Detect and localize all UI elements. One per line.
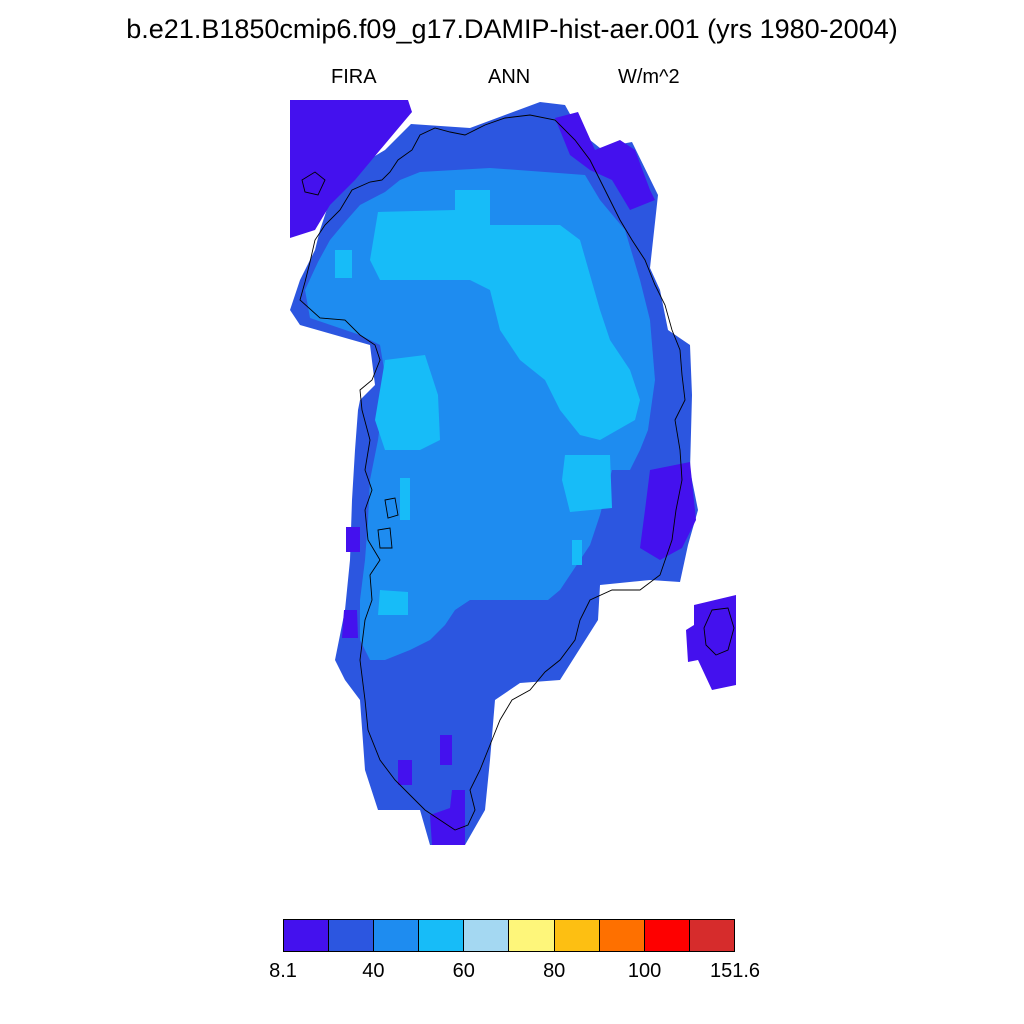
colorbar-box-8 xyxy=(643,919,690,952)
plot-title: b.e21.B1850cmip6.f09_g17.DAMIP-hist-aer.… xyxy=(126,14,898,44)
colorbar-tick-label: 80 xyxy=(543,960,566,982)
colorbar-box-2 xyxy=(373,919,420,952)
map-region-south-fringe xyxy=(430,790,465,845)
map-region-west-cyan xyxy=(375,355,440,450)
colorbar-tick-label: 100 xyxy=(627,960,662,982)
map-region-north-cyan xyxy=(370,190,640,440)
colorbar-tick-label: 151.6 xyxy=(709,960,761,982)
colorbar-box-1 xyxy=(328,919,375,952)
coastline-iceland xyxy=(703,607,735,656)
map-region-iceland-patch xyxy=(686,595,736,690)
map-region-ne-fringe xyxy=(555,112,655,210)
season-label: ANN xyxy=(488,66,531,88)
colorbar-box-9 xyxy=(688,919,735,952)
colorbar-tick-label: 8.1 xyxy=(269,960,297,982)
colorbar-box-7 xyxy=(598,919,645,952)
map-region-east-cyan xyxy=(562,455,612,512)
units-label: W/m^2 xyxy=(618,66,680,88)
colorbar-tick-label: 60 xyxy=(452,960,475,982)
colorbar-box-5 xyxy=(508,919,555,952)
colorbar-box-3 xyxy=(418,919,465,952)
colorbar-box-0 xyxy=(283,919,330,952)
map-region-east-fringe xyxy=(640,462,696,560)
colorbar-box-4 xyxy=(463,919,510,952)
colorbar-tick-label: 40 xyxy=(362,960,385,982)
colorbar-box-6 xyxy=(553,919,600,952)
coastline-islands xyxy=(301,171,399,549)
map-region-sw-fringe xyxy=(342,527,452,785)
map-region-nw-tip xyxy=(290,100,412,238)
coastline xyxy=(299,114,686,831)
variable-label: FIRA xyxy=(331,66,377,88)
colorbar xyxy=(283,919,735,952)
